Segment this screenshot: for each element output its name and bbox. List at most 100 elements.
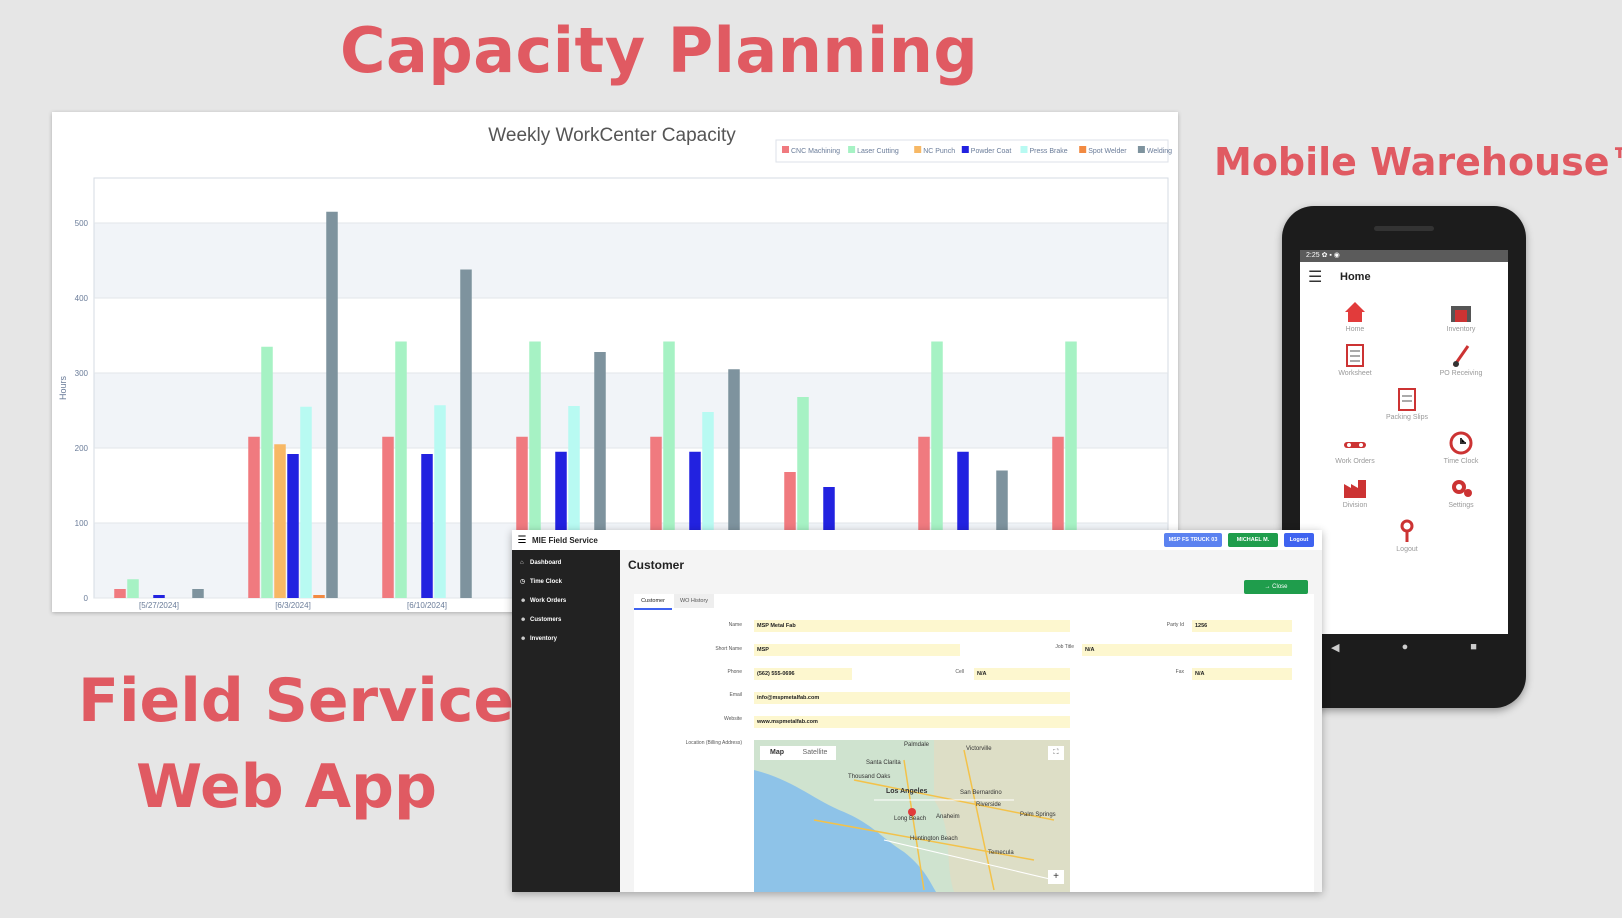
gears-icon bbox=[1452, 480, 1472, 497]
map-pin[interactable] bbox=[908, 808, 916, 816]
close-button[interactable]: → Close bbox=[1244, 580, 1308, 594]
mobile-warehouse-headline: Mobile Warehouse™ bbox=[1214, 140, 1622, 184]
job-title-label: Job Title bbox=[1055, 644, 1074, 650]
sidebar-item-inventory[interactable]: ☻ Inventory bbox=[512, 630, 620, 649]
user-button[interactable]: MICHAEL M. bbox=[1228, 533, 1278, 547]
page-title: Customer bbox=[628, 558, 685, 572]
legend-entry: CNC Machining bbox=[791, 148, 840, 155]
truck-button[interactable]: MSP FS TRUCK 03 bbox=[1164, 533, 1222, 547]
y-tick-label: 500 bbox=[75, 219, 89, 228]
tile-label: Logout bbox=[1396, 546, 1418, 553]
map-city-label: Santa Clarita bbox=[866, 760, 901, 766]
phone-status-bar: 2:25 ✿ ▪ ◉ bbox=[1300, 250, 1508, 262]
bar bbox=[192, 589, 204, 598]
conveyor-icon bbox=[1344, 442, 1366, 448]
tile-home[interactable]: Home bbox=[1320, 298, 1390, 333]
home-nav-icon[interactable]: ● bbox=[1401, 641, 1409, 653]
bar bbox=[663, 341, 675, 598]
clock-icon: ◷ bbox=[520, 579, 526, 585]
y-tick-label: 400 bbox=[75, 294, 89, 303]
phone-label: Phone bbox=[727, 669, 742, 675]
bar bbox=[460, 269, 472, 598]
legend-swatch bbox=[914, 146, 922, 153]
web-app-main: Customer → Close Customer WO History Nam… bbox=[620, 550, 1322, 892]
party-id-field[interactable]: 1256 bbox=[1192, 620, 1292, 632]
tile-inventory[interactable]: Inventory bbox=[1426, 298, 1496, 333]
legend-swatch bbox=[848, 146, 856, 153]
phone-screen: 2:25 ✿ ▪ ◉ ☰ Home Home Inventory Worksheet… bbox=[1300, 250, 1508, 660]
capacity-planning-headline: Capacity Planning bbox=[340, 14, 979, 87]
app-title: MIE Field Service bbox=[532, 535, 598, 545]
bar bbox=[300, 406, 312, 598]
sidebar-item-work-orders[interactable]: ☻ Work Orders bbox=[512, 592, 620, 611]
plot-band bbox=[94, 223, 1168, 298]
sidebar-item-dashboard[interactable]: ⌂ Dashboard bbox=[512, 554, 620, 573]
user-icon: ☻ bbox=[520, 636, 527, 642]
web-app-sidebar: ⌂ Dashboard ◷ Time Clock ☻ Work Orders ☻ Cus… bbox=[512, 550, 620, 892]
map-city-label: Temecula bbox=[988, 850, 1014, 856]
field-service-headline: Field Service bbox=[78, 666, 515, 736]
back-icon[interactable]: ◀ bbox=[1331, 641, 1340, 654]
name-field[interactable]: MSP Metal Fab bbox=[754, 620, 1070, 632]
map-city-label: San Bernardino bbox=[960, 790, 1002, 796]
tile-label: Settings bbox=[1448, 502, 1474, 509]
bar bbox=[395, 341, 407, 598]
fax-label: Fax bbox=[1175, 669, 1184, 675]
bar bbox=[797, 397, 809, 598]
legend-entry: Spot Welder bbox=[1088, 148, 1127, 155]
sidebar-item-time-clock[interactable]: ◷ Time Clock bbox=[512, 573, 620, 592]
bar bbox=[261, 346, 273, 598]
bar bbox=[421, 454, 433, 598]
map-city-label: Long Beach bbox=[894, 816, 927, 822]
field-service-web-app: ☰ MIE Field Service MSP FS TRUCK 03 MICH… bbox=[512, 530, 1322, 892]
fullscreen-icon[interactable]: ⛶ bbox=[1048, 746, 1064, 760]
phone-speaker bbox=[1374, 226, 1434, 231]
email-field[interactable]: info@mspmetalfab.com bbox=[754, 692, 1070, 704]
tile-logout[interactable]: Logout bbox=[1372, 518, 1442, 553]
y-tick-label: 0 bbox=[84, 594, 89, 603]
web-app-headline: Web App bbox=[136, 752, 437, 822]
satellite-type-button[interactable]: Satellite bbox=[794, 746, 836, 760]
zoom-in-icon[interactable]: + bbox=[1048, 870, 1064, 884]
tab-customer[interactable]: Customer bbox=[634, 594, 672, 610]
y-axis-label: Hours bbox=[58, 376, 68, 401]
recents-icon[interactable]: ■ bbox=[1470, 641, 1477, 653]
chart-legend bbox=[775, 139, 1169, 163]
tile-label: Work Orders bbox=[1335, 458, 1375, 465]
short-name-field[interactable]: MSP bbox=[754, 644, 960, 656]
legend-entry: Powder Coat bbox=[971, 148, 1012, 155]
tile-packing-slips[interactable]: Packing Slips bbox=[1372, 386, 1442, 421]
bar bbox=[114, 589, 126, 598]
warehouse-icon bbox=[1451, 306, 1471, 322]
map-type-button[interactable]: Map bbox=[760, 746, 794, 760]
sidebar-item-customers[interactable]: ☻ Customers bbox=[512, 611, 620, 630]
map-city-label: Palm Springs bbox=[1020, 812, 1056, 818]
job-title-field[interactable]: N/A bbox=[1082, 644, 1292, 656]
hand-truck-icon bbox=[1452, 345, 1470, 367]
clock-icon bbox=[1449, 431, 1473, 455]
bar bbox=[689, 451, 701, 598]
cell-field[interactable]: N/A bbox=[974, 668, 1070, 680]
tile-work-orders[interactable]: Work Orders bbox=[1320, 430, 1390, 465]
tile-division[interactable]: Division bbox=[1320, 474, 1390, 509]
legend-swatch bbox=[1137, 146, 1145, 153]
y-tick-label: 300 bbox=[75, 369, 89, 378]
tile-settings[interactable]: Settings bbox=[1426, 474, 1496, 509]
menu-icon[interactable]: ☰ bbox=[1308, 269, 1323, 286]
menu-icon[interactable]: ☰ bbox=[517, 534, 527, 546]
website-field[interactable]: www.mspmetalfab.com bbox=[754, 716, 1070, 728]
tile-time-clock[interactable]: Time Clock bbox=[1426, 430, 1496, 465]
logout-button[interactable]: Logout bbox=[1284, 533, 1314, 547]
tab-wo-history[interactable]: WO History bbox=[674, 594, 714, 608]
user-icon: ☻ bbox=[520, 617, 527, 623]
location-map[interactable]: Map Satellite ⛶ + Palmdale Victorville S… bbox=[754, 740, 1070, 892]
phone-field[interactable]: (562) 555-0696 bbox=[754, 668, 852, 680]
phone-title: Home bbox=[1340, 271, 1371, 283]
tile-worksheet[interactable]: Worksheet bbox=[1320, 342, 1390, 377]
bar bbox=[568, 406, 580, 598]
tile-po-receiving[interactable]: PO Receiving bbox=[1426, 342, 1496, 377]
legend-entry: NC Punch bbox=[923, 148, 955, 155]
legend-swatch bbox=[782, 146, 789, 153]
fax-field[interactable]: N/A bbox=[1192, 668, 1292, 680]
email-label: Email bbox=[729, 692, 742, 698]
